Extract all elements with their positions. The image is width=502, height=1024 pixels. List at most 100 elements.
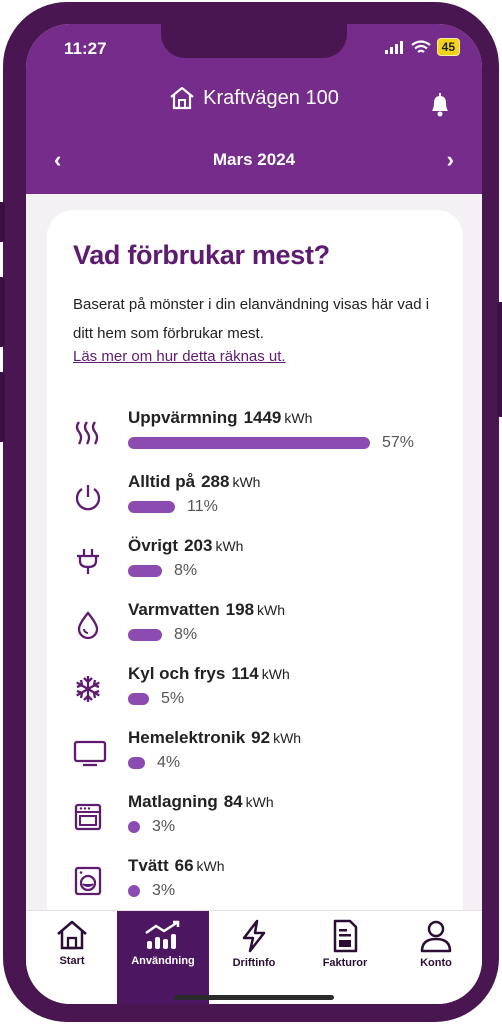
category-bar: [128, 437, 370, 449]
category-row[interactable]: Hemelektronik 92 kWh 4%: [73, 728, 463, 788]
tab-start-label: Start: [59, 955, 85, 967]
usage-chart-icon: [145, 920, 180, 949]
lightning-icon: [242, 919, 266, 953]
volume-up-button: [0, 277, 5, 347]
category-bar: [128, 821, 140, 833]
oven-icon: [73, 802, 103, 832]
bottom-tab-bar: Start Användning Driftinfo: [26, 910, 482, 1004]
month-label: Mars 2024: [212, 150, 296, 169]
category-percent: 3%: [152, 882, 176, 899]
category-bar-row: 3%: [128, 882, 175, 900]
water-drop-icon: [73, 610, 103, 640]
category-value: 66: [174, 856, 194, 875]
mute-switch: [0, 202, 5, 242]
category-row[interactable]: Alltid på 288 kWh 11%: [73, 472, 463, 532]
signal-icon: [384, 41, 403, 54]
category-bar: [128, 693, 149, 705]
tab-anvandning[interactable]: Användning: [117, 911, 209, 1004]
category-value: 92: [251, 728, 271, 747]
category-value: 203: [184, 536, 213, 555]
address-text: Kraftvägen 100: [203, 86, 339, 109]
tab-driftinfo-label: Driftinfo: [232, 957, 276, 969]
category-row[interactable]: Uppvärmning 1449 kWh 57%: [73, 408, 463, 468]
screen: 11:27 45 Kraftvägen: [26, 24, 482, 1004]
previous-month-button[interactable]: ‹: [54, 147, 62, 172]
category-percent: 11%: [187, 498, 218, 515]
category-bar-row: 11%: [128, 498, 218, 516]
category-value: 1449: [243, 408, 282, 427]
category-row[interactable]: Tvätt 66 kWh 3%: [73, 856, 463, 916]
category-percent: 5%: [161, 690, 185, 707]
snowflake-icon: [73, 674, 103, 704]
category-percent: 8%: [174, 562, 198, 579]
tab-konto[interactable]: Konto: [390, 911, 482, 1004]
category-name: Tvätt: [128, 856, 169, 875]
wifi-icon: [410, 39, 431, 53]
category-bar-row: 5%: [128, 690, 184, 708]
category-row[interactable]: Matlagning 84 kWh 3%: [73, 792, 463, 852]
status-time: 11:27: [64, 39, 107, 58]
home-indicator: [174, 995, 334, 1000]
category-row[interactable]: Övrigt 203 kWh 8%: [73, 536, 463, 596]
tab-driftinfo[interactable]: Driftinfo: [208, 911, 300, 1004]
category-percent: 3%: [152, 818, 176, 835]
category-name: Varmvatten: [128, 600, 220, 619]
notch: [161, 24, 347, 58]
category-value: 198: [225, 600, 255, 619]
power-icon: [73, 482, 103, 512]
category-heading: Alltid på 288 kWh: [128, 472, 260, 492]
volume-down-button: [0, 372, 5, 442]
category-name: Hemelektronik: [128, 728, 246, 747]
category-heading: Matlagning 84 kWh: [128, 792, 274, 812]
notification-bell-icon[interactable]: [428, 92, 452, 118]
category-unit: kWh: [196, 858, 225, 874]
category-row[interactable]: Varmvatten 198 kWh 8%: [73, 600, 463, 660]
category-bar: [128, 501, 175, 513]
address-title[interactable]: Kraftvägen 100: [26, 86, 482, 110]
category-bar: [128, 757, 145, 769]
category-value: 288: [201, 472, 230, 491]
tv-icon: [73, 738, 107, 768]
category-bar-row: 3%: [128, 818, 175, 836]
category-percent: 4%: [157, 754, 181, 771]
category-name: Övrigt: [128, 536, 179, 555]
tab-konto-label: Konto: [420, 957, 452, 969]
heating-icon: [73, 418, 103, 448]
category-percent: 8%: [174, 626, 198, 643]
category-bar-row: 8%: [128, 626, 197, 644]
category-unit: kWh: [261, 666, 290, 682]
battery-badge: 45: [436, 38, 460, 56]
category-unit: kWh: [257, 602, 286, 618]
card-description: Baserat på mönster i din elanvändning vi…: [73, 296, 430, 342]
app-header: 11:27 45 Kraftvägen: [26, 24, 482, 194]
category-bar-row: 8%: [128, 562, 197, 580]
category-name: Kyl och frys: [128, 664, 226, 683]
category-row[interactable]: Kyl och frys 114 kWh 5%: [73, 664, 463, 724]
category-unit: kWh: [215, 538, 244, 554]
read-more-link[interactable]: Läs mer om hur detta räknas ut.: [73, 348, 286, 365]
category-heading: Hemelektronik 92 kWh: [128, 728, 301, 748]
side-button: [497, 302, 502, 417]
card-title: Vad förbrukar mest?: [73, 240, 330, 270]
category-bar-row: 4%: [128, 754, 180, 772]
category-unit: kWh: [245, 794, 274, 810]
category-heading: Tvätt 66 kWh: [128, 856, 225, 876]
category-percent: 57%: [382, 434, 415, 451]
status-icons: 45: [384, 38, 460, 56]
consumption-card: Vad förbrukar mest? Baserat på mönster i…: [47, 210, 463, 930]
washing-machine-icon: [73, 866, 103, 896]
house-icon: [170, 86, 194, 110]
category-heading: Uppvärmning 1449 kWh: [128, 408, 312, 428]
tab-fakturor-label: Fakturor: [322, 957, 368, 969]
category-value: 114: [231, 664, 259, 683]
tab-start[interactable]: Start: [26, 911, 118, 1004]
next-month-button[interactable]: ›: [446, 147, 454, 172]
tab-fakturor[interactable]: Fakturor: [299, 911, 391, 1004]
category-unit: kWh: [284, 410, 313, 426]
month-selector: ‹ Mars 2024 ›: [26, 146, 482, 174]
category-bar-row: 57%: [128, 434, 414, 452]
category-heading: Övrigt 203 kWh: [128, 536, 243, 556]
category-bar: [128, 629, 162, 641]
category-bar: [128, 565, 162, 577]
